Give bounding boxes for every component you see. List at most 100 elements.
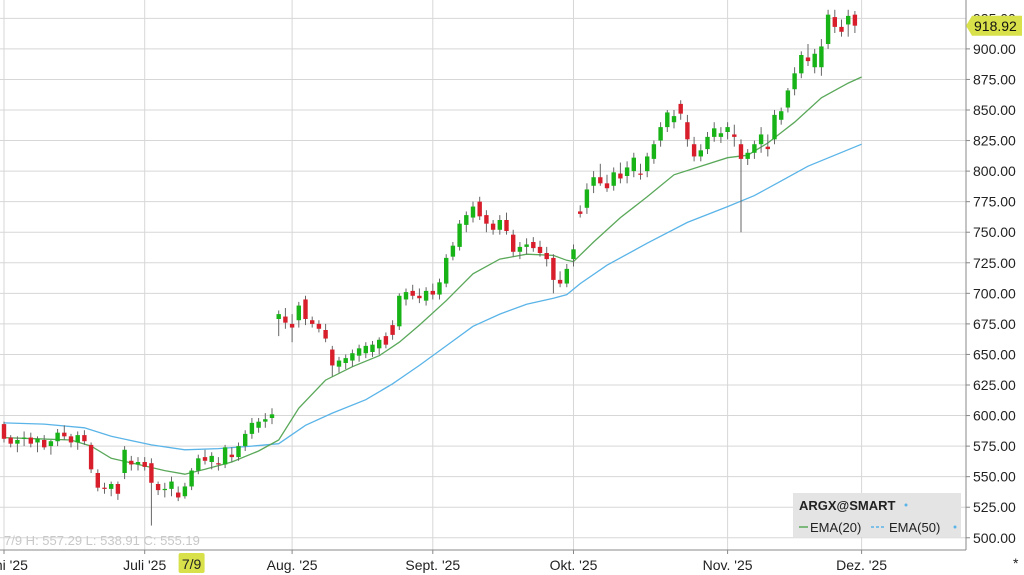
candle (21, 431, 27, 447)
axis-corner-mark: * (1013, 555, 1019, 571)
last-price-tag: 918.92 (966, 15, 1022, 36)
candle-body-down (604, 183, 610, 189)
candle (330, 345, 335, 377)
price-tick-label: 825.00 (973, 133, 1016, 149)
candle (718, 127, 724, 143)
candle (571, 244, 576, 267)
candle (457, 220, 462, 251)
candle-body-up (705, 136, 710, 150)
candle-body-up (785, 90, 791, 108)
candle (48, 440, 54, 455)
candle-body-up (846, 15, 851, 25)
candle (42, 435, 47, 450)
candle (638, 163, 643, 180)
candle-body-down (839, 26, 844, 32)
candle (256, 418, 261, 433)
candle-body-up (658, 127, 663, 141)
candle (832, 9, 837, 33)
candlestick-series (1, 9, 858, 526)
candle (524, 238, 529, 255)
candle-body-down (289, 323, 295, 328)
candle-body-down (484, 215, 489, 224)
price-axis[interactable]: 500.00 525.00 550.00 575.00 600.00 625.00 650.… (965, 0, 1016, 550)
candle (283, 308, 288, 329)
date-axis[interactable]: Juni '25 Juli '25 Aug. '25 Sept. '25 Okt. '2… (0, 549, 1019, 573)
candle (437, 278, 442, 300)
candle-body-down (102, 487, 107, 489)
candle (665, 110, 670, 132)
candle-body-down (82, 435, 87, 442)
candle (631, 152, 636, 178)
candle (765, 134, 770, 157)
candle-body-up (249, 422, 255, 434)
candle (343, 354, 348, 370)
candle (263, 413, 268, 428)
candle-body-down (8, 437, 13, 444)
candle-body-up (470, 206, 476, 218)
price-tick-label: 775.00 (973, 194, 1016, 210)
candle-body-up (48, 441, 54, 447)
candle-body-up (109, 484, 114, 489)
candle (611, 167, 616, 191)
candle (544, 246, 549, 267)
price-tick-label: 900.00 (973, 41, 1016, 57)
candle (316, 320, 322, 333)
candle-body-up (611, 172, 616, 186)
candle (584, 183, 590, 214)
crosshair-date-tag-bg (178, 553, 205, 573)
candle-body-up (671, 116, 677, 123)
candle-body-down (417, 295, 422, 299)
legend-box[interactable]: ARGX@SMART EMA(20) EMA(50) (793, 493, 961, 537)
candle (645, 152, 650, 178)
legend-menu-dot[interactable] (904, 503, 908, 507)
candle-body-up (464, 215, 469, 225)
candle (88, 442, 94, 473)
candle-body-down (28, 437, 33, 444)
candle (839, 19, 844, 37)
candle-body-down (176, 492, 181, 498)
candle (55, 429, 60, 447)
candle-body-down (390, 325, 395, 335)
candle-body-down (283, 316, 288, 323)
candle (397, 293, 402, 330)
candle (370, 341, 375, 357)
legend-background (793, 493, 961, 537)
legend-label-ema50: EMA(50) (889, 520, 940, 535)
candle-body-up (269, 414, 275, 418)
candle (417, 288, 422, 304)
candle-body-up (799, 55, 804, 74)
candle-body-up (35, 438, 40, 443)
price-tick-label: 500.00 (973, 530, 1016, 546)
candle-body-up (21, 437, 27, 439)
candle-body-down (383, 336, 389, 345)
candle-body-up (450, 245, 456, 257)
candle-body-down (557, 279, 563, 284)
last-price-label: 918.92 (974, 18, 1017, 34)
candle-body-down (142, 462, 147, 467)
candle-body-up (457, 223, 462, 247)
candle (176, 486, 181, 502)
candle (169, 476, 174, 497)
candle (691, 136, 697, 162)
candle (732, 124, 737, 147)
chart-grid (0, 0, 966, 550)
candle-body-down (410, 290, 415, 296)
price-tick-label: 525.00 (973, 499, 1016, 515)
candle-body-up (524, 244, 529, 247)
candle-body-down (68, 436, 74, 443)
candle-body-up (792, 73, 797, 90)
candle (464, 211, 469, 233)
crosshair-date-label: 7/9 (182, 556, 202, 572)
legend-end-dot[interactable] (953, 525, 957, 529)
candle (578, 205, 583, 218)
candle-body-up (263, 419, 268, 422)
candle (825, 9, 831, 49)
candle (62, 425, 67, 440)
candle-body-up (437, 282, 442, 295)
candle-body-up (584, 189, 590, 208)
candle (276, 310, 281, 337)
candle-body-up (423, 290, 429, 301)
last-price-tag-bg (966, 15, 1022, 36)
candle-body-down (678, 103, 683, 114)
